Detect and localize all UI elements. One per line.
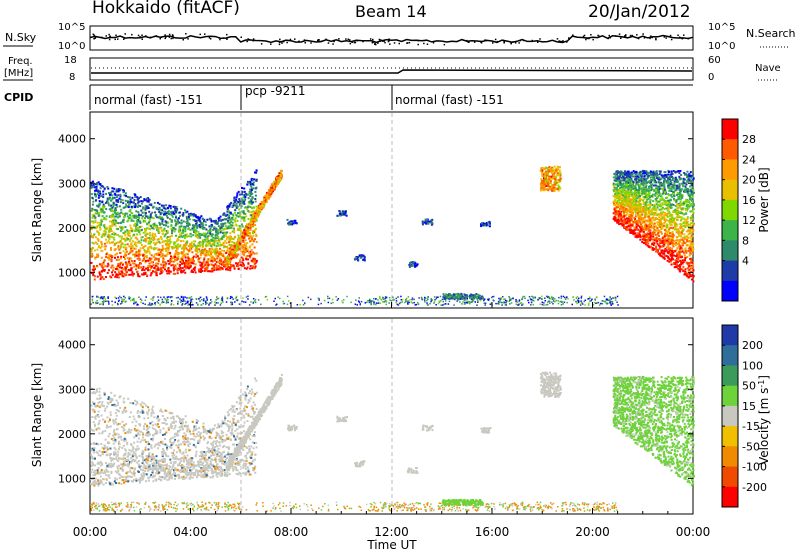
noise-right-label: N.Search: [746, 27, 796, 40]
colorbar-swatch: [722, 260, 738, 282]
colorbar-swatch: [722, 159, 738, 181]
noise-left-tick-bottom: 10^0: [58, 41, 85, 52]
cpid-segment-2: pcp -9211: [245, 84, 306, 98]
colorbar-swatch: [722, 119, 738, 140]
nave-label: Nave: [755, 63, 781, 74]
power-yaxis: 1000 2000 3000 4000: [58, 133, 693, 279]
power-colorbar-label: Power [dB]: [757, 167, 771, 232]
y-tick-label: 3000: [58, 177, 86, 190]
colorbar-swatch: [722, 280, 738, 302]
freq-left-tick-bottom: 8: [69, 72, 75, 83]
frequency-panel: Freq. [MHz] 18 8 60 0 Nave: [3, 55, 781, 83]
noise-right-tick-bottom: 10^0: [708, 41, 735, 52]
velocity-scatter: [90, 371, 695, 512]
colorbar-tick-label: 16: [742, 194, 756, 207]
velocity-panel: Slant Range [km] 1000 2000 3000 4000 200 100…: [30, 302, 771, 552]
freq-trace: [91, 69, 693, 74]
power-colorbar: 28 24 20 16 12 8 4: [721, 118, 756, 302]
colorbar-swatch: [722, 240, 738, 262]
cpid-segment-1: normal (fast) -151: [94, 93, 203, 107]
colorbar-tick-label: 24: [742, 153, 756, 166]
cpid-label: CPID: [4, 91, 33, 104]
y-tick-label: 3000: [58, 383, 86, 396]
colorbar-tick-label: 12: [742, 214, 756, 227]
colorbar-swatch: [722, 345, 738, 366]
x-tick-label: 20:00: [575, 525, 610, 539]
colorbar-tick-label: -200: [742, 481, 767, 494]
colorbar-tick-label: -50: [742, 440, 760, 453]
colorbar-swatch: [722, 426, 738, 447]
y-tick-label: 4000: [58, 339, 86, 352]
velocity-xlabel: Time UT: [366, 538, 417, 552]
x-tick-label: 08:00: [274, 525, 309, 539]
x-tick-label: 00:00: [676, 525, 711, 539]
y-tick-label: 2000: [58, 222, 86, 235]
freq-right-tick-top: 60: [708, 55, 721, 66]
x-tick-label: 12:00: [374, 525, 409, 539]
beam-title: Beam 14: [355, 2, 427, 21]
colorbar-swatch: [722, 365, 738, 387]
y-tick-label: 2000: [58, 428, 86, 441]
colorbar-swatch: [722, 405, 738, 427]
power-panel: Slant Range [km] 1000 2000 3000 4000 28 24 20…: [30, 111, 771, 309]
colorbar-swatch: [722, 446, 738, 468]
power-scatter: [90, 165, 695, 306]
colorbar-swatch: [722, 486, 738, 508]
colorbar-tick-label: -15: [742, 420, 760, 433]
x-tick-label: 04:00: [173, 525, 208, 539]
date-title: 20/Jan/2012: [588, 2, 691, 22]
noise-left-label: N.Sky: [5, 31, 37, 44]
noise-right-tick-top: 10^5: [708, 22, 735, 33]
colorbar-tick-label: 8: [742, 234, 749, 247]
velocity-yaxis: 1000 2000 3000 4000: [58, 339, 693, 485]
colorbar-tick-label: 4: [742, 255, 749, 268]
colorbar-swatch: [722, 385, 738, 407]
colorbar-tick-label: 50: [742, 380, 756, 393]
colorbar-swatch: [722, 220, 738, 241]
velocity-colorbar-label: Velocity [m s-1]: [757, 375, 772, 465]
colorbar-tick-label: 100: [742, 359, 763, 372]
colorbar-tick-label: -100: [742, 461, 767, 474]
y-tick-label: 1000: [58, 472, 86, 485]
x-tick-label: 00:00: [73, 525, 108, 539]
freq-left-tick-top: 18: [64, 55, 77, 66]
colorbar-tick-label: 28: [742, 133, 756, 146]
colorbar-swatch: [722, 466, 738, 488]
cpid-segment-3: normal (fast) -151: [395, 93, 504, 107]
colorbar-tick-label: 20: [742, 174, 756, 187]
station-title: Hokkaido (fitACF): [92, 0, 240, 18]
freq-label-1: Freq.: [8, 56, 33, 67]
cpid-panel: CPID normal (fast) -151 pcp -9211 normal…: [4, 84, 693, 110]
velocity-colorbar: 200 100 50 15 -15 -50 -100 -200: [721, 324, 767, 508]
colorbar-tick-label: 200: [742, 339, 763, 352]
noise-trace: [89, 33, 694, 46]
y-tick-label: 4000: [58, 133, 86, 146]
y-tick-label: 1000: [58, 266, 86, 279]
velocity-xaxis: 00:00 04:00 08:00 12:00 16:00 20:00 00:00: [73, 302, 711, 539]
freq-right-tick-bottom: 0: [708, 72, 714, 83]
freq-label-2: [MHz]: [4, 68, 33, 79]
velocity-ylabel: Slant Range [km]: [30, 363, 44, 467]
colorbar-swatch: [722, 179, 738, 201]
x-tick-label: 16:00: [475, 525, 510, 539]
colorbar-swatch: [722, 199, 738, 221]
noise-panel: N.Sky 10^5 10^0 10^5 10^0 N.Search: [3, 22, 796, 52]
power-ylabel: Slant Range [km]: [30, 158, 44, 262]
colorbar-swatch: [722, 325, 738, 346]
noise-left-tick-top: 10^5: [58, 22, 85, 33]
colorbar-swatch: [722, 139, 738, 160]
colorbar-tick-label: 15: [742, 400, 756, 413]
